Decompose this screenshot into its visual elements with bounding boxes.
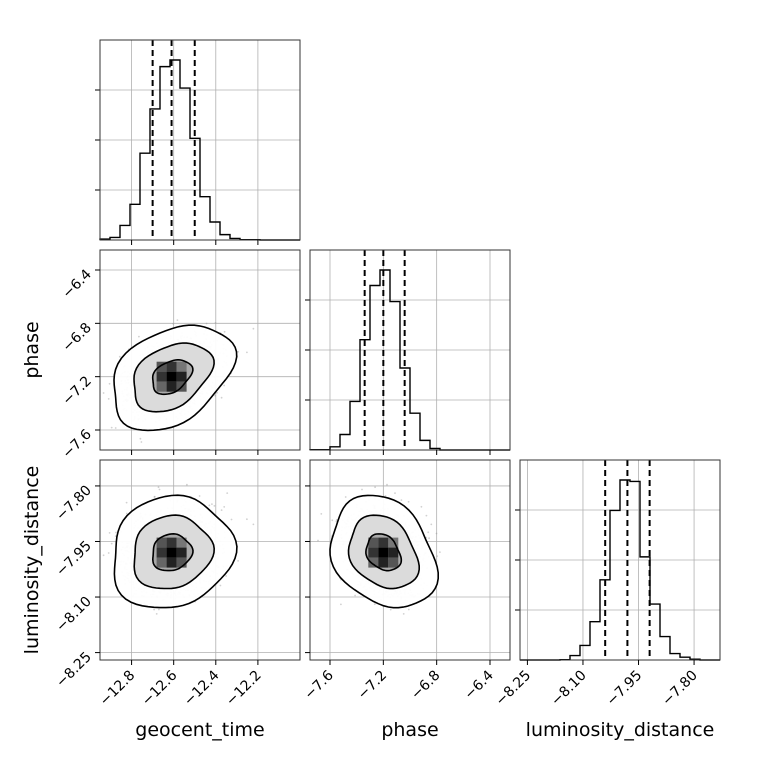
- sample-point: [115, 531, 117, 534]
- sample-point: [157, 486, 160, 489]
- sample-point: [237, 560, 240, 562]
- sample-point: [208, 504, 211, 507]
- sample-point: [108, 532, 111, 534]
- sample-point: [114, 427, 117, 429]
- y-label-phase: phase: [21, 321, 43, 378]
- sample-point: [140, 441, 143, 443]
- sample-point: [158, 488, 161, 491]
- x-label-luminosity-distance: luminosity_distance: [526, 719, 715, 741]
- sample-point: [102, 554, 105, 557]
- sample-point: [246, 518, 248, 521]
- density-cell: [166, 361, 177, 372]
- sample-point: [220, 396, 223, 399]
- sample-point: [107, 552, 110, 554]
- density-cell: [166, 371, 177, 382]
- sample-point: [125, 512, 128, 515]
- panel-frame: [519, 459, 721, 661]
- density-cell: [176, 361, 187, 372]
- panel-frame: [99, 39, 301, 241]
- sample-point: [214, 394, 217, 397]
- sample-point: [252, 523, 255, 526]
- sample-point: [213, 505, 216, 507]
- sample-point: [223, 330, 226, 333]
- density-cell: [156, 371, 167, 382]
- panel-frame: [309, 249, 511, 451]
- sample-point: [230, 518, 233, 521]
- sample-point: [110, 426, 113, 429]
- histogram-phase: [305, 249, 511, 451]
- sample-point: [246, 351, 248, 354]
- sample-point: [108, 382, 111, 385]
- sample-point: [223, 384, 226, 387]
- density-cell: [166, 381, 177, 392]
- sample-point: [214, 322, 217, 324]
- scatter-geocent_time-vs-phase: [99, 249, 301, 451]
- sample-point: [225, 575, 228, 577]
- density-cell: [156, 381, 167, 392]
- sample-point: [186, 483, 188, 486]
- scatter-geocent_time-vs-luminosity_distance: [99, 459, 301, 661]
- sample-point: [155, 613, 158, 615]
- histogram-geocent_time: [95, 39, 301, 241]
- x-label-phase: phase: [381, 719, 438, 741]
- sample-point: [220, 509, 223, 511]
- sample-point: [252, 327, 255, 330]
- sample-point: [153, 608, 156, 611]
- sample-point: [107, 398, 110, 400]
- histogram-luminosity_distance: [515, 459, 721, 661]
- sample-point: [125, 501, 128, 504]
- sample-point: [102, 392, 105, 394]
- x-label-geocent-time: geocent_time: [135, 719, 264, 741]
- sample-point: [139, 437, 142, 440]
- sample-point: [237, 350, 240, 353]
- density-cell: [176, 371, 187, 382]
- sample-point: [216, 391, 219, 394]
- sample-point: [138, 335, 140, 338]
- sample-point: [172, 322, 175, 325]
- y-label-luminosity-distance: luminosity_distance: [21, 466, 43, 655]
- sample-point: [176, 319, 179, 321]
- sample-point: [226, 492, 229, 494]
- sample-point: [205, 322, 208, 325]
- sample-point: [118, 355, 121, 358]
